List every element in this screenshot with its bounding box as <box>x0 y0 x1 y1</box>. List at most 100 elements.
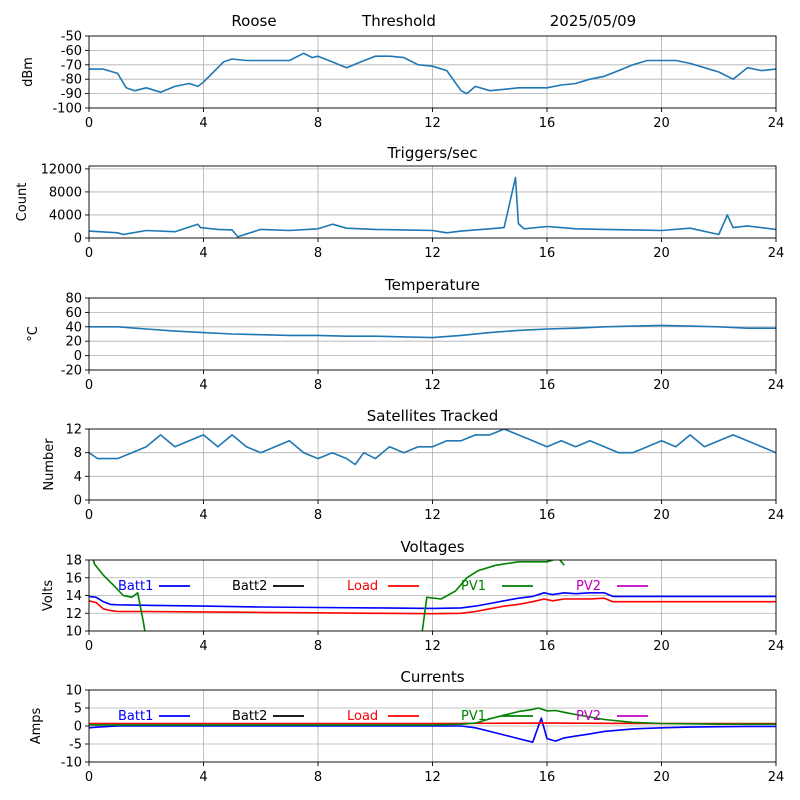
series-line-main <box>89 52 776 95</box>
y-tick-label: 5 <box>74 702 82 717</box>
y-tick-label: -80 <box>61 73 82 88</box>
series-line-pv1 <box>89 707 776 726</box>
panel-title: Voltages <box>400 538 464 556</box>
chart-panel-1: 0 4 8 12 16 20 24 -100-90-80-70-60-50 dBm <box>21 30 784 132</box>
series-line-load <box>89 597 776 615</box>
x-tick-label: 0 <box>85 116 93 131</box>
x-tick-label: 0 <box>85 378 93 393</box>
y-tick-label: 8 <box>74 446 82 461</box>
chart-panel-5: 0 4 8 12 16 20 24 10 12 14 16 18 Voltages Volts Batt1 B… <box>41 538 784 654</box>
x-tick-label: 16 <box>539 770 556 785</box>
header-mode: Threshold <box>361 12 436 30</box>
x-tick-label: 4 <box>199 770 207 785</box>
x-tick-label: 16 <box>539 378 556 393</box>
panel-title: Temperature <box>384 276 480 294</box>
y-tick-label: -70 <box>61 58 82 73</box>
x-tick-label: 24 <box>768 639 785 654</box>
legend-label-load: Load <box>347 709 378 724</box>
series-line-main <box>89 176 776 238</box>
x-tick-label: 24 <box>768 116 785 131</box>
y-tick-label: -60 <box>61 44 82 59</box>
series-line-batt1 <box>89 717 776 744</box>
series-group <box>89 52 776 95</box>
y-tick-label: 14 <box>65 589 82 604</box>
x-tick-label: 20 <box>653 639 670 654</box>
y-tick-label: 4000 <box>49 208 82 223</box>
x-tick-label: 4 <box>199 378 207 393</box>
x-tick-label: 4 <box>199 508 207 523</box>
y-tick-label: -5 <box>69 738 82 753</box>
legend-label-batt1: Batt1 <box>118 709 153 724</box>
x-tick-label: 8 <box>314 116 322 131</box>
y-tick-label: 80 <box>65 292 82 307</box>
x-tick-label: 8 <box>314 246 322 261</box>
y-tick-label: 8000 <box>49 185 82 200</box>
x-tick-label: 4 <box>199 246 207 261</box>
x-tick-label: 12 <box>424 116 441 131</box>
series-group <box>89 707 776 744</box>
y-axis-label: Count <box>15 183 30 222</box>
x-tick-label: 8 <box>314 378 322 393</box>
panel-title: Triggers/sec <box>387 144 478 162</box>
y-tick-label: 0 <box>74 720 82 735</box>
x-tick-label: 12 <box>424 639 441 654</box>
y-axis-label: °C <box>26 326 41 342</box>
x-tick-label: 4 <box>199 116 207 131</box>
series-line-pv1 <box>92 560 565 631</box>
x-tick-label: 0 <box>85 770 93 785</box>
y-axis-label: Volts <box>41 580 56 612</box>
chart-panel-2: 0 4 8 12 16 20 24 0 4000 8000 12000 Triggers/sec Cou… <box>15 144 784 261</box>
series-line-batt1 <box>89 591 776 610</box>
chart-panel-6: 0 4 8 12 16 20 24 -10 -5 0 5 10 Currents Amps Batt1 Bat… <box>29 668 784 785</box>
x-tick-label: 0 <box>85 639 93 654</box>
y-tick-label: 18 <box>65 554 82 569</box>
x-tick-label: 24 <box>768 770 785 785</box>
y-tick-label: 16 <box>65 571 82 586</box>
y-tick-label: 0 <box>74 494 82 509</box>
y-tick-label: 12 <box>65 423 82 438</box>
series-line-main <box>89 324 776 339</box>
legend-label-batt1: Batt1 <box>118 579 153 594</box>
panel-title: Satellites Tracked <box>367 407 498 425</box>
y-tick-label: 10 <box>65 625 82 640</box>
y-tick-label: 10 <box>65 684 82 699</box>
x-tick-label: 24 <box>768 246 785 261</box>
y-tick-label: 0 <box>74 232 82 247</box>
y-tick-label: 12 <box>65 607 82 622</box>
legend-label-batt2: Batt2 <box>232 709 267 724</box>
header-station: Roose <box>231 12 276 30</box>
y-tick-label: -90 <box>61 87 82 102</box>
legend-label-pv1: PV1 <box>461 709 486 724</box>
x-tick-label: 4 <box>199 639 207 654</box>
x-tick-label: 12 <box>424 378 441 393</box>
y-tick-label: -20 <box>61 364 82 379</box>
x-tick-label: 0 <box>85 246 93 261</box>
x-tick-label: 20 <box>653 508 670 523</box>
series-group <box>89 176 776 238</box>
x-tick-label: 16 <box>539 246 556 261</box>
y-tick-label: -10 <box>61 756 82 771</box>
x-tick-label: 20 <box>653 378 670 393</box>
x-tick-label: 16 <box>539 508 556 523</box>
x-tick-label: 16 <box>539 639 556 654</box>
y-tick-label: 12000 <box>41 162 82 177</box>
series-group <box>89 560 776 631</box>
legend-label-pv1: PV1 <box>461 579 486 594</box>
x-tick-label: 20 <box>653 246 670 261</box>
x-tick-label: 24 <box>768 378 785 393</box>
y-tick-label: 60 <box>65 306 82 321</box>
chart-panel-4: 0 4 8 12 16 20 24 0 4 8 12 Satellites Tracked Number <box>42 407 784 523</box>
series-group <box>89 324 776 339</box>
x-tick-label: 16 <box>539 116 556 131</box>
y-tick-label: 20 <box>65 335 82 350</box>
x-tick-label: 8 <box>314 639 322 654</box>
y-tick-label: -50 <box>61 30 82 45</box>
legend-label-batt2: Batt2 <box>232 579 267 594</box>
x-tick-label: 20 <box>653 770 670 785</box>
x-tick-label: 0 <box>85 508 93 523</box>
x-tick-label: 20 <box>653 116 670 131</box>
x-tick-label: 12 <box>424 770 441 785</box>
